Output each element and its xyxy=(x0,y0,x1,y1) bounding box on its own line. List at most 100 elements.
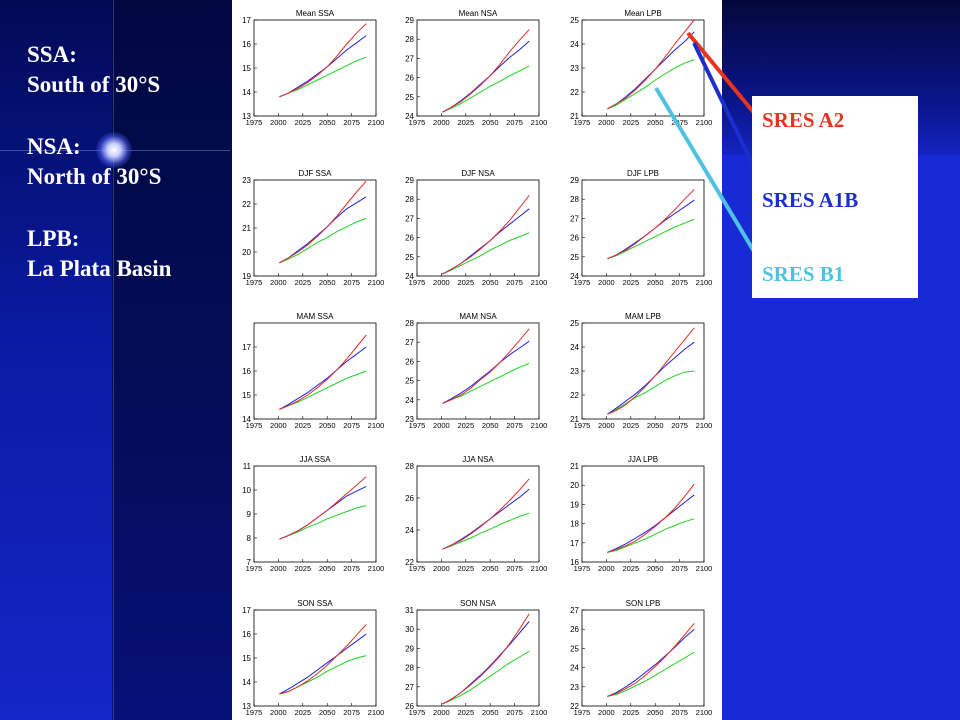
x-tick-label: 2025 xyxy=(294,278,311,287)
x-tick-label: 1975 xyxy=(574,708,591,717)
series-line xyxy=(279,23,367,98)
series-line xyxy=(279,370,367,410)
x-tick-label: 2075 xyxy=(506,708,523,717)
y-tick-label: 18 xyxy=(570,520,579,529)
x-tick-label: 2050 xyxy=(482,564,499,573)
y-tick-label: 22 xyxy=(570,391,579,400)
x-tick-label: 2075 xyxy=(343,278,360,287)
series-line xyxy=(442,650,530,705)
y-tick-label: 16 xyxy=(570,558,579,567)
x-tick-label: 2050 xyxy=(319,564,336,573)
axes-frame xyxy=(581,465,705,563)
y-tick-label: 16 xyxy=(242,40,251,49)
y-tick-label: 26 xyxy=(570,234,579,243)
x-tick-label: 1975 xyxy=(246,708,263,717)
y-tick-label: 17 xyxy=(570,539,579,548)
x-tick-label: 2025 xyxy=(294,421,311,430)
x-tick-label: 1975 xyxy=(246,564,263,573)
x-tick-label: 2000 xyxy=(270,708,287,717)
x-tick-label: 2050 xyxy=(482,421,499,430)
series-line xyxy=(442,232,530,275)
panel-title: MAM LPB xyxy=(625,312,661,321)
y-tick-label: 15 xyxy=(242,391,251,400)
series-line xyxy=(607,370,695,415)
x-tick-label: 2050 xyxy=(647,118,664,127)
panel-title: JJA NSA xyxy=(462,455,494,464)
x-tick-label: 2075 xyxy=(671,118,688,127)
y-tick-label: 16 xyxy=(242,367,251,376)
x-tick-label: 2000 xyxy=(598,708,615,717)
y-tick-label: 16 xyxy=(242,630,251,639)
y-tick-label: 27 xyxy=(405,683,414,692)
x-tick-label: 2100 xyxy=(696,708,713,717)
y-tick-label: 9 xyxy=(247,510,252,519)
y-tick-label: 23 xyxy=(570,683,579,692)
x-tick-label: 2100 xyxy=(696,564,713,573)
lens-flare-icon xyxy=(96,132,132,168)
y-tick-label: 25 xyxy=(570,253,579,262)
x-tick-label: 2025 xyxy=(622,278,639,287)
panel-title: DJF SSA xyxy=(299,169,333,178)
y-tick-label: 14 xyxy=(242,88,251,97)
x-tick-label: 2100 xyxy=(696,421,713,430)
x-tick-label: 2025 xyxy=(457,708,474,717)
series-line xyxy=(442,512,530,550)
panel-title: SON SSA xyxy=(297,599,333,608)
chart-panel: Mean SSA 13 14 15 16 17 1975 2000 2025 2050 2075 21… xyxy=(232,0,722,720)
y-tick-label: 21 xyxy=(570,415,579,424)
series-line xyxy=(607,518,695,553)
series-line xyxy=(442,613,530,705)
x-tick-label: 2075 xyxy=(671,278,688,287)
y-tick-label: 23 xyxy=(242,176,251,185)
y-tick-label: 25 xyxy=(405,93,414,102)
x-tick-label: 2100 xyxy=(368,564,385,573)
y-tick-label: 20 xyxy=(242,248,251,257)
x-tick-label: 2000 xyxy=(433,708,450,717)
x-tick-label: 2050 xyxy=(647,421,664,430)
y-tick-label: 19 xyxy=(570,500,579,509)
y-tick-label: 21 xyxy=(570,462,579,471)
x-tick-label: 2025 xyxy=(294,564,311,573)
series-line xyxy=(607,494,695,553)
x-tick-label: 2050 xyxy=(319,278,336,287)
x-tick-label: 2075 xyxy=(506,118,523,127)
y-tick-label: 24 xyxy=(570,272,579,281)
x-tick-label: 2100 xyxy=(368,118,385,127)
y-tick-label: 15 xyxy=(242,64,251,73)
panel-title: Mean NSA xyxy=(459,9,498,18)
series-line xyxy=(607,59,695,110)
panel-title: SON NSA xyxy=(460,599,497,608)
series-line xyxy=(279,633,367,695)
series-line xyxy=(607,628,695,697)
x-tick-label: 2100 xyxy=(368,708,385,717)
panel-title: MAM SSA xyxy=(297,312,335,321)
y-tick-label: 29 xyxy=(405,644,414,653)
series-line xyxy=(442,65,530,113)
x-tick-label: 2075 xyxy=(671,708,688,717)
x-tick-label: 2025 xyxy=(622,118,639,127)
x-tick-label: 1975 xyxy=(246,421,263,430)
y-tick-label: 26 xyxy=(405,494,414,503)
x-tick-label: 2075 xyxy=(671,564,688,573)
x-tick-label: 2050 xyxy=(482,708,499,717)
x-tick-label: 2050 xyxy=(482,118,499,127)
x-tick-label: 1975 xyxy=(409,421,426,430)
y-tick-label: 26 xyxy=(405,702,414,711)
y-tick-label: 31 xyxy=(405,606,414,615)
x-tick-label: 2075 xyxy=(343,708,360,717)
y-tick-label: 24 xyxy=(570,343,579,352)
series-line xyxy=(442,478,530,550)
axes-frame xyxy=(416,465,540,563)
definition-ssa-code: SSA: xyxy=(27,42,77,67)
connector-a2 xyxy=(686,31,762,122)
y-tick-label: 24 xyxy=(405,112,414,121)
series-line xyxy=(279,346,367,410)
series-line xyxy=(442,328,530,405)
x-tick-label: 1975 xyxy=(574,564,591,573)
y-tick-label: 24 xyxy=(405,526,414,535)
panel-title: Mean LPB xyxy=(624,9,661,18)
series-line xyxy=(279,624,367,695)
series-line xyxy=(279,334,367,410)
series-line xyxy=(607,327,695,415)
